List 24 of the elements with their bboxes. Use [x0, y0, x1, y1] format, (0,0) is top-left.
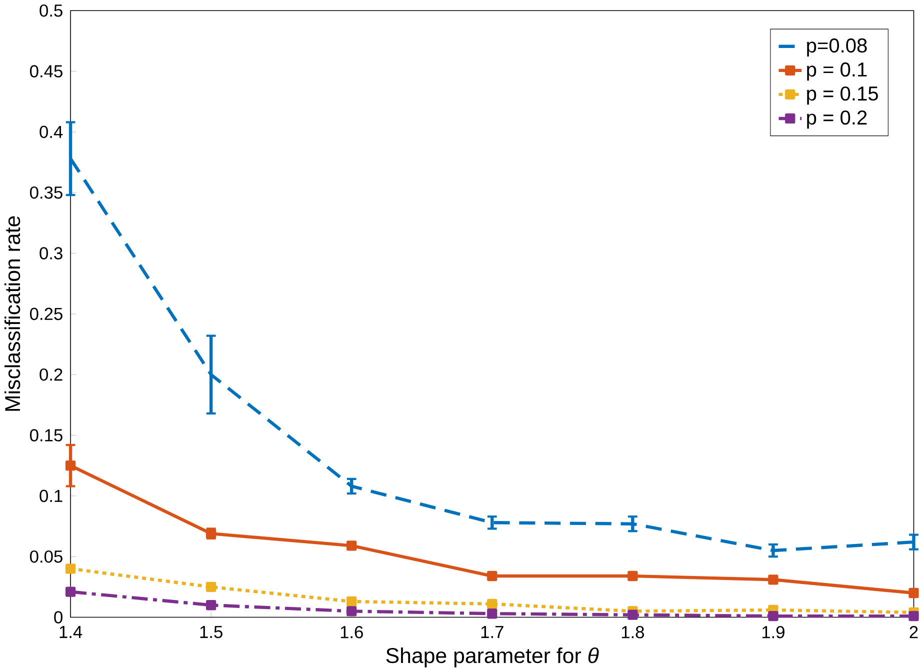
y-tick-label: 0.5 [40, 4, 62, 17]
y-tick-label: 0.3 [40, 247, 62, 260]
y-tick-label: 0.45 [30, 65, 62, 78]
x-tick-label: 1.6 [340, 626, 363, 638]
y-tick-label: 0.25 [30, 308, 62, 320]
y-axis-title: Misclassification rate [4, 216, 20, 411]
y-tick-label: 0.4 [40, 126, 63, 138]
x-tick-label: 1.4 [60, 626, 82, 638]
y-tick-label: 0.35 [30, 186, 62, 199]
x-tick-label: 1.5 [200, 626, 222, 638]
x-tick-label: 1.7 [481, 626, 504, 638]
x-tick-label: 1.8 [622, 626, 644, 638]
legend-label: p = 0.15 [807, 86, 878, 105]
x-tick-label: 2 [910, 626, 918, 638]
x-axis-title: Shape parameter for θ [386, 648, 599, 668]
legend-label: p = 0.2 [807, 110, 867, 129]
y-tick-label: 0.05 [30, 550, 62, 563]
legend-label: p=0.08 [807, 38, 867, 57]
y-tick-label: 0.1 [40, 490, 62, 502]
legend-label: p = 0.1 [807, 62, 867, 81]
x-tick-label: 1.9 [762, 626, 784, 638]
y-tick-label: 0 [54, 611, 62, 624]
y-tick-label: 0.2 [40, 368, 62, 381]
y-tick-label: 0.15 [30, 429, 62, 442]
